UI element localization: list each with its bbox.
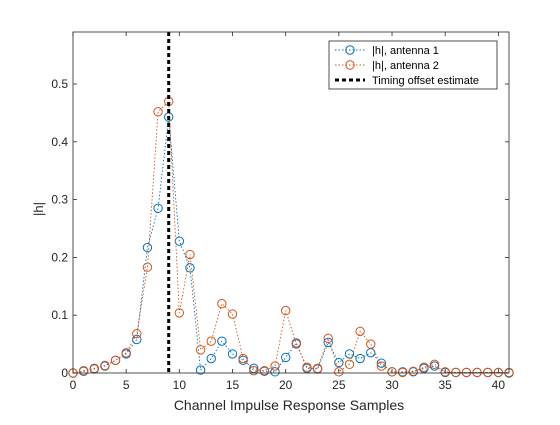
series-2-point xyxy=(259,365,270,376)
series-2-point xyxy=(270,361,280,371)
series-2-point xyxy=(344,359,355,370)
series-1-point xyxy=(142,242,153,253)
x-tick-label: 30 xyxy=(385,378,399,392)
y-tick-label: 0.2 xyxy=(51,250,68,264)
x-tick-label: 25 xyxy=(332,378,346,392)
legend-label: |h|, antenna 2 xyxy=(372,60,439,72)
x-tick-label: 15 xyxy=(226,378,240,392)
series-1-point xyxy=(249,363,259,374)
series-2-point xyxy=(121,348,131,358)
x-tick-label: 35 xyxy=(439,378,453,392)
series-1-point xyxy=(280,352,291,363)
series-2 xyxy=(68,96,514,378)
series-2-point xyxy=(387,367,397,377)
series-1-point xyxy=(323,337,333,348)
legend-marker xyxy=(345,60,355,70)
series-2-point xyxy=(302,362,312,372)
x-tick-label: 5 xyxy=(123,378,130,392)
series-2-point xyxy=(461,367,472,378)
series-2-point xyxy=(206,336,216,346)
y-tick-label: 0.3 xyxy=(51,193,68,207)
series-1-point xyxy=(344,349,355,359)
series-1-point xyxy=(376,358,387,368)
series-2-point xyxy=(429,359,440,370)
y-axis-label: |h| xyxy=(31,202,46,216)
x-tick-label: 10 xyxy=(173,378,187,392)
series-2-point xyxy=(195,345,206,355)
series-2-point xyxy=(227,309,238,319)
y-tick-label: 0 xyxy=(61,366,68,380)
series-1-point xyxy=(355,353,365,364)
series-1-point xyxy=(132,334,142,345)
series-2-point xyxy=(451,367,461,378)
series-2-point xyxy=(483,367,493,378)
legend-marker xyxy=(345,45,355,55)
series-1-point xyxy=(174,236,185,246)
series-2-point xyxy=(312,363,323,374)
series-2-point xyxy=(238,353,248,364)
series-2-point xyxy=(408,366,418,376)
series-1-point xyxy=(206,353,216,364)
legend-item: |h|, antenna 2 xyxy=(335,60,439,72)
series-2-point xyxy=(280,305,291,316)
legend-item: |h|, antenna 1 xyxy=(335,45,439,57)
series-2-point xyxy=(78,365,89,376)
axes-frame xyxy=(72,31,510,374)
y-tick-label: 0.1 xyxy=(51,308,68,322)
legend-label: |h|, antenna 1 xyxy=(372,45,439,57)
series-2-point xyxy=(185,249,195,260)
series-2-point xyxy=(89,363,99,374)
x-tick-label: 20 xyxy=(279,378,293,392)
series-2-point xyxy=(334,367,344,377)
series-2-point xyxy=(397,367,408,378)
y-tick-label: 0.4 xyxy=(51,135,68,149)
series-1-point xyxy=(153,203,163,213)
series-2-point xyxy=(472,367,482,378)
series-2-point xyxy=(376,361,387,371)
series-1-point xyxy=(195,365,206,375)
y-tick-label: 0.5 xyxy=(51,77,68,91)
series-2-point xyxy=(110,355,121,365)
legend: |h|, antenna 1 |h|, antenna 2 Timing offse… xyxy=(328,40,498,90)
x-tick-label: 40 xyxy=(492,378,506,392)
series-1-point xyxy=(227,349,238,359)
legend-label: Timing offset estimate xyxy=(372,75,479,87)
series-1-point xyxy=(270,367,280,377)
x-tick-label: 0 xyxy=(70,378,77,392)
series-2-point xyxy=(217,298,227,309)
plot-area xyxy=(68,32,514,378)
series-2-point xyxy=(323,333,333,344)
series-1-point xyxy=(334,357,344,368)
series-2-point xyxy=(493,367,504,378)
legend-item: Timing offset estimate xyxy=(335,75,479,87)
y-axis: 0 0.1 0.2 0.3 0.4 0.5 xyxy=(51,77,509,380)
series-2-line xyxy=(72,100,509,374)
series-2-point xyxy=(419,362,429,372)
series-2-point xyxy=(153,107,163,117)
series-2-point xyxy=(355,326,365,337)
series-2-point xyxy=(100,360,110,371)
series-2-point xyxy=(132,328,142,339)
series-2-point xyxy=(249,365,259,376)
axes-box xyxy=(72,31,510,374)
series-1-line xyxy=(72,116,510,374)
series-1-point xyxy=(217,336,227,346)
series-2-point xyxy=(366,339,376,349)
series-2-point xyxy=(291,339,302,349)
x-axis-label: Channel Impulse Response Samples xyxy=(174,397,404,413)
series-2-point xyxy=(142,262,153,272)
series-2-point xyxy=(174,308,185,318)
x-axis: 0 5 10 15 20 25 30 35 40 xyxy=(70,32,506,392)
series-1-point xyxy=(185,263,195,273)
series-2-point xyxy=(440,367,450,377)
